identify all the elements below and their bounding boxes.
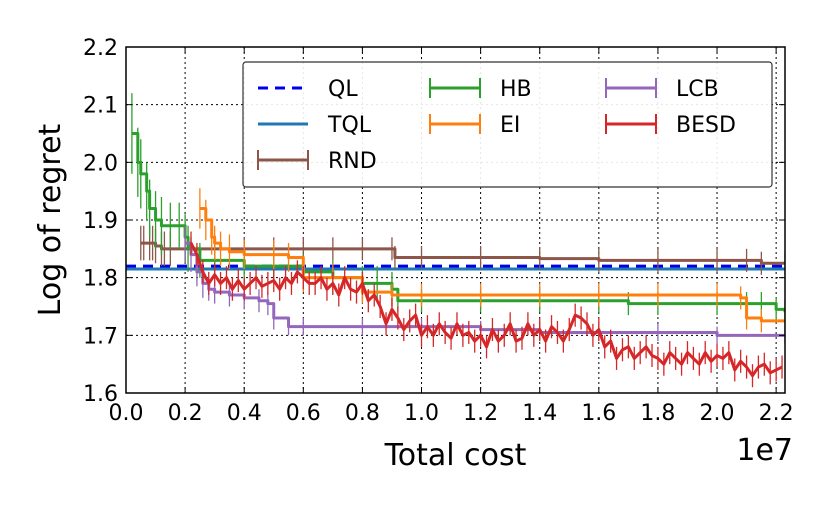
legend-label-ei: EI	[500, 113, 520, 138]
legend-label-ql: QL	[328, 77, 358, 102]
y-tick-label: 1.7	[83, 324, 118, 349]
legend-item-ql: QL	[258, 77, 358, 102]
legend-label-besd: BESD	[676, 113, 736, 138]
legend-item-hb: HB	[429, 77, 532, 102]
legend-label-rnd: RND	[328, 149, 377, 174]
x-tick-label: 1.6	[581, 401, 616, 426]
x-tick-label: 1.4	[522, 401, 557, 426]
y-tick-label: 1.8	[83, 267, 118, 292]
x-tick-label: 0.0	[109, 401, 144, 426]
x-tick-label: 0.8	[345, 401, 380, 426]
series-line-besd	[189, 242, 783, 378]
axis-ticks: 0.0 0.2 0.4 0.6 0.8 1.0 1.2 1.4 1.6 1.8 2.0 2.2 1.6 1…	[83, 36, 794, 426]
y-axis-label: Log of regret	[33, 123, 68, 316]
series-line-rnd	[140, 241, 785, 265]
x-axis-offset-label: 1e7	[736, 433, 793, 468]
legend-label-hb: HB	[500, 77, 532, 102]
series-besd	[189, 231, 783, 388]
legend-item-lcb: LCB	[605, 77, 719, 102]
x-tick-label: 0.6	[286, 401, 321, 426]
legend-label-tql: TQL	[327, 113, 372, 138]
legend: QL TQL RND HB EI LCB BESD	[242, 61, 773, 188]
x-axis-label: Total cost	[384, 438, 527, 473]
legend-item-ei: EI	[429, 113, 520, 138]
x-tick-label: 0.4	[227, 401, 262, 426]
y-tick-label: 2.0	[83, 151, 118, 176]
y-tick-label: 1.6	[83, 382, 118, 407]
legend-label-lcb: LCB	[676, 77, 719, 102]
x-tick-label: 1.2	[463, 401, 498, 426]
legend-item-rnd: RND	[257, 149, 377, 174]
x-tick-label: 1.0	[404, 401, 439, 426]
y-tick-label: 1.9	[83, 209, 118, 234]
series-line-ei	[199, 206, 785, 323]
x-tick-label: 2.2	[759, 401, 794, 426]
x-tick-label: 2.0	[700, 401, 735, 426]
series-layer	[126, 93, 785, 388]
y-tick-label: 2.1	[83, 94, 118, 119]
legend-item-besd: BESD	[605, 113, 736, 138]
legend-box	[242, 61, 773, 188]
y-tick-label: 2.2	[83, 36, 118, 61]
x-tick-label: 0.2	[168, 401, 203, 426]
legend-item-tql: TQL	[258, 113, 372, 138]
x-tick-label: 1.8	[640, 401, 675, 426]
